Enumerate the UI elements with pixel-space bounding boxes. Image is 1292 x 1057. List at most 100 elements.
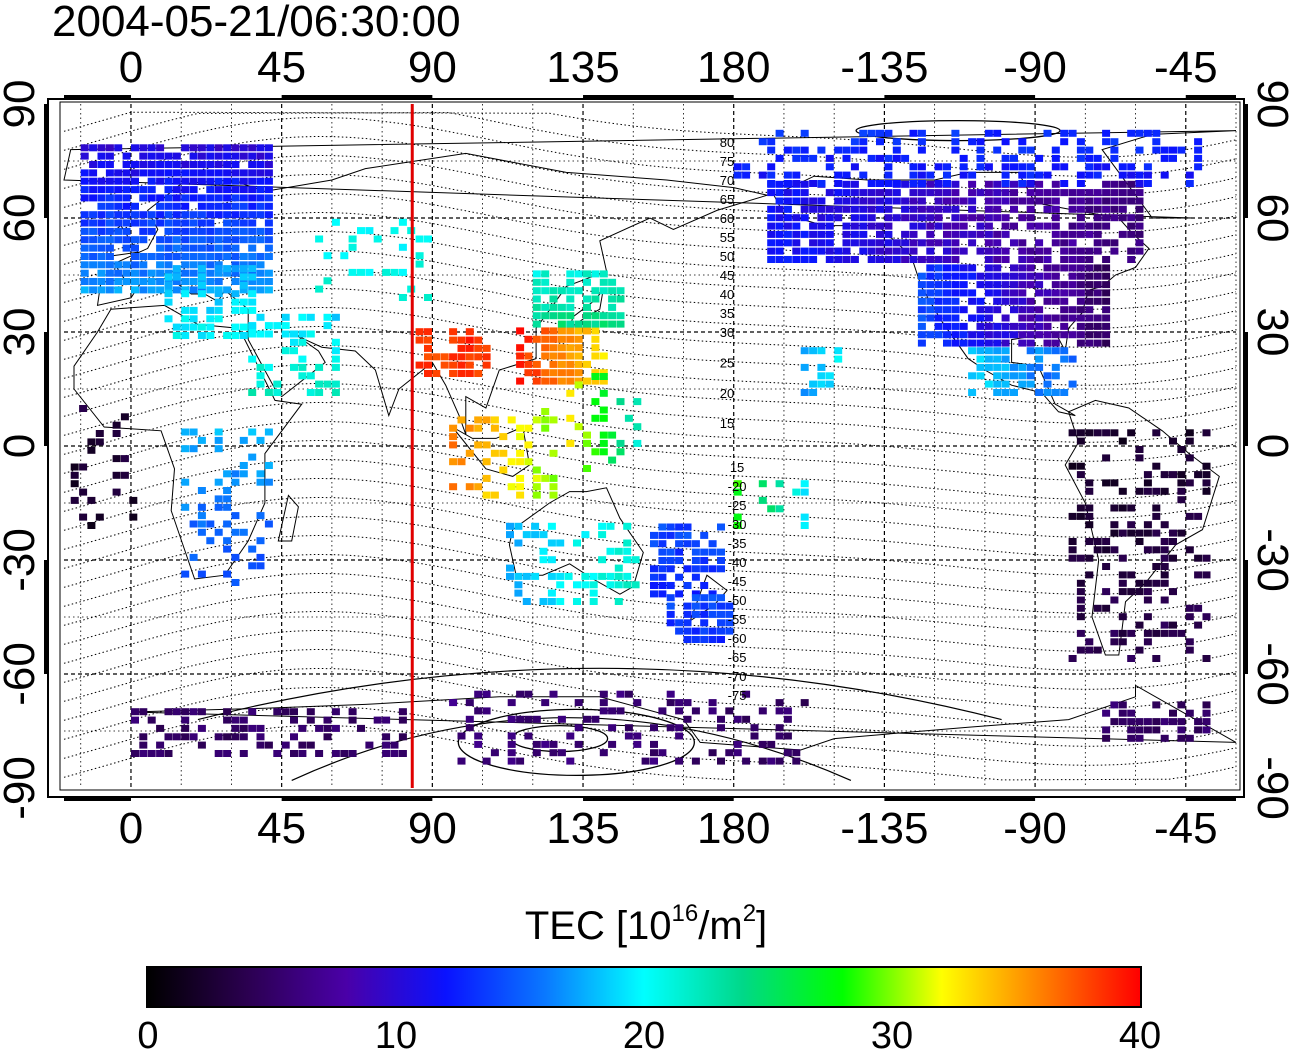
tec-cell [189, 161, 198, 168]
tec-cell [89, 244, 98, 252]
tec-cell [172, 286, 181, 294]
tec-cell [623, 539, 632, 547]
tec-cell [901, 154, 910, 162]
tec-cell [156, 244, 165, 252]
tec-cell [231, 269, 240, 277]
tec-cell [231, 528, 240, 536]
tec-cell [239, 202, 248, 210]
tec-cell [398, 750, 407, 757]
tec-cell [382, 741, 391, 749]
tec-cell [131, 177, 139, 185]
tec-cell [248, 708, 257, 716]
tec-cell [876, 138, 884, 146]
tec-cell [398, 243, 407, 251]
tec-cell [181, 290, 190, 298]
tec-cell [139, 219, 148, 227]
tec-cell [1085, 171, 1094, 179]
tec-cell [80, 253, 89, 260]
tec-cell [1127, 718, 1136, 726]
tec-cell [717, 548, 725, 556]
tec-cell [725, 707, 734, 715]
tec-cell [700, 557, 709, 564]
tec-cell [624, 724, 633, 732]
tec-cell [79, 488, 88, 496]
tec-cell [457, 344, 466, 352]
tec-cell [1135, 538, 1144, 545]
tec-cell [598, 522, 607, 530]
tec-cell [1185, 638, 1194, 646]
tec-cell [1001, 138, 1010, 146]
tec-cell [197, 332, 206, 339]
tec-cell [1068, 380, 1077, 388]
tec-cell [97, 144, 106, 152]
tec-cell [943, 272, 951, 280]
dip-contour [63, 306, 1237, 386]
tec-cell [164, 161, 173, 168]
tec-cell [181, 716, 190, 724]
lon-tick-label-bottom: -135 [840, 804, 928, 853]
tec-cell [1068, 264, 1077, 272]
tec-cell [315, 235, 324, 243]
tec-cell [1127, 709, 1136, 717]
tec-cell [666, 557, 675, 564]
tec-cell [290, 347, 298, 355]
tec-cell [917, 214, 926, 222]
tec-cell [1068, 129, 1077, 137]
tec-cell [599, 312, 608, 320]
tec-cell [139, 194, 148, 202]
tec-cell [926, 214, 935, 222]
tec-cell [457, 732, 466, 740]
tec-cell [859, 214, 868, 222]
tec-cell [1060, 322, 1069, 330]
tec-cell [1085, 538, 1094, 545]
tec-cell [164, 169, 173, 177]
tec-cell [95, 430, 104, 437]
tec-cell [131, 708, 139, 716]
tec-cell [850, 214, 859, 222]
tec-cell [993, 389, 1002, 396]
tec-cell [365, 268, 374, 276]
tec-cell [758, 757, 767, 765]
tec-cell [650, 724, 658, 732]
tec-cell [1010, 306, 1018, 314]
tec-cell [549, 327, 558, 335]
tec-cell [239, 716, 248, 724]
lat-tick-label-right: -60 [1248, 642, 1292, 706]
tec-cell [909, 222, 918, 230]
tec-cell [549, 483, 558, 491]
tec-cell [248, 278, 257, 285]
tec-cell [1085, 264, 1094, 272]
tec-cell [581, 581, 590, 589]
tec-cell [1127, 230, 1136, 238]
tec-cell [1010, 322, 1018, 330]
tec-cell [1102, 709, 1111, 717]
tec-cell [758, 496, 767, 504]
lon-tick-label-top: 45 [257, 43, 306, 92]
tec-cell [206, 253, 215, 260]
tec-cell [984, 347, 993, 355]
tec-cell [256, 269, 265, 277]
tec-cell [139, 733, 148, 741]
tec-cell [708, 548, 717, 556]
tec-cell [547, 556, 556, 564]
tec-cell [943, 322, 951, 330]
tec-cell [959, 339, 968, 347]
lon-tick-label-top: -135 [840, 43, 928, 92]
tec-cell [909, 197, 918, 205]
tec-cell [189, 144, 198, 152]
tec-cell [1118, 487, 1127, 495]
tec-cell [239, 273, 248, 281]
tec-cell [164, 227, 173, 235]
tec-cell [825, 230, 834, 238]
contour-label: 55 [720, 230, 734, 245]
tec-cell [156, 253, 165, 260]
dip-contour [63, 629, 1237, 709]
tec-cell [1068, 655, 1077, 662]
tec-cell [616, 690, 625, 698]
tec-cell [214, 244, 223, 252]
tec-cell [1018, 331, 1027, 339]
tec-cell [1127, 214, 1136, 222]
tec-cell [248, 144, 257, 152]
tec-cell [658, 582, 667, 589]
tec-cell [214, 503, 223, 511]
